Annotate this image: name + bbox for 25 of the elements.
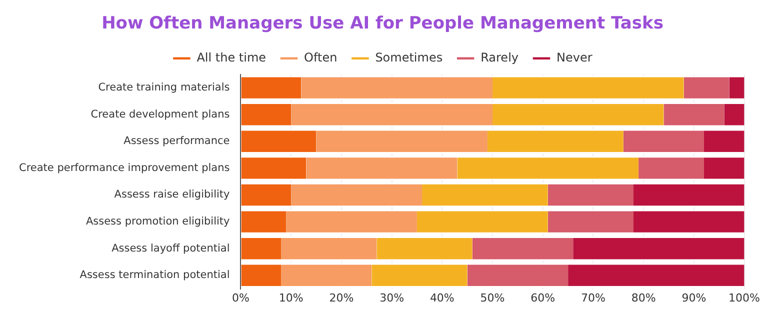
x-tick-label: 40% (430, 291, 454, 304)
legend-label: All the time (196, 50, 266, 65)
legend-label: Sometimes (375, 50, 443, 65)
x-tick-label: 70% (580, 291, 606, 304)
y-tick-label: Create training materials (98, 82, 230, 94)
x-tick-label: 0% (232, 291, 250, 304)
chart-title: How Often Managers Use AI for People Management Tasks (102, 14, 664, 34)
y-tick-label: Assess promotion eligibility (86, 216, 230, 228)
legend-label: Never (556, 50, 592, 65)
x-tick-label: 50% (480, 291, 505, 304)
y-tick-label: Assess raise eligibility (114, 188, 230, 201)
x-tick-label: 20% (329, 291, 354, 304)
x-tick-label: 100% (728, 291, 760, 304)
x-tick-label: 80% (631, 291, 656, 304)
y-tick-label: Assess termination potential (80, 269, 230, 282)
x-tick-label: 30% (380, 291, 404, 304)
x-tick-label: 60% (530, 291, 556, 304)
y-tick-label: Assess layoff potential (112, 242, 230, 254)
y-tick-label: Create development plans (90, 108, 230, 120)
x-tick-label: 10% (278, 291, 304, 304)
series-label: Often (304, 50, 338, 65)
x-tick-label: 90% (682, 291, 706, 304)
legend-label: Rarely (480, 50, 519, 65)
y-tick-label: Create performance improvement plans (18, 162, 230, 174)
y-tick-label: Assess performance (124, 135, 230, 148)
